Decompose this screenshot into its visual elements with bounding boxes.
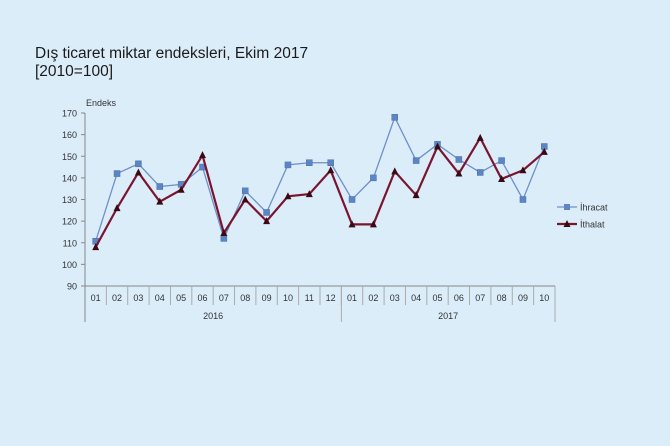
y-tick-label: 110 <box>63 238 77 248</box>
data-point <box>369 220 377 228</box>
data-point <box>348 196 356 203</box>
data-point <box>455 169 463 177</box>
data-point <box>327 159 334 166</box>
data-point <box>370 174 377 182</box>
x-tick-label: 10 <box>283 293 293 303</box>
data-point <box>220 235 228 242</box>
y-tick-label: 170 <box>62 109 77 119</box>
data-point <box>540 147 548 155</box>
data-point <box>391 167 399 175</box>
y-tick-label: 140 <box>62 173 77 183</box>
data-point <box>455 156 463 163</box>
x-tick-label: 09 <box>518 293 528 303</box>
y-tick-label: 160 <box>62 130 77 140</box>
data-point <box>92 243 100 251</box>
group-label: 2017 <box>438 311 458 321</box>
data-point <box>113 170 121 177</box>
title-text: Dış ticaret miktar endeksleri, Ekim 2017 <box>35 45 309 62</box>
y-tick-label: 130 <box>62 195 77 205</box>
data-point <box>498 157 505 164</box>
data-point <box>156 183 164 190</box>
legend-label: İthalat <box>580 220 605 230</box>
data-point <box>434 142 441 150</box>
subtitle-text: [2010=100] <box>35 63 114 80</box>
data-point <box>412 191 420 199</box>
data-point <box>327 166 335 174</box>
x-tick-label: 01 <box>347 293 357 303</box>
data-point <box>220 229 228 237</box>
x-tick-label: 04 <box>155 293 165 303</box>
y-axis-label: Endeks <box>86 98 117 108</box>
y-tick-label: 100 <box>62 260 77 270</box>
data-point <box>391 114 399 121</box>
group-label: 2016 <box>203 311 223 321</box>
x-tick-label: 03 <box>390 293 400 303</box>
data-point <box>284 161 292 169</box>
data-point <box>134 168 142 176</box>
chart-title: Dış ticaret miktar endeksleri, Ekim 2017… <box>35 45 308 81</box>
series-line-0 <box>95 115 545 242</box>
x-tick-label: 05 <box>432 293 442 303</box>
data-point <box>476 133 484 141</box>
data-point <box>113 204 121 212</box>
data-point <box>348 220 356 228</box>
y-tick-label: 150 <box>62 152 77 162</box>
x-tick-label: 04 <box>411 293 421 303</box>
data-point <box>498 174 506 182</box>
x-tick-label: 06 <box>197 293 207 303</box>
data-point <box>476 169 484 176</box>
x-tick-label: 01 <box>91 293 101 303</box>
data-point <box>156 197 164 205</box>
data-point <box>263 209 270 216</box>
legend-marker <box>563 220 571 227</box>
data-point <box>519 166 527 174</box>
data-point <box>305 190 313 198</box>
x-tick-label: 05 <box>176 293 186 303</box>
series-line-1 <box>94 135 546 248</box>
x-tick-label: 11 <box>305 293 314 303</box>
x-tick-label: 06 <box>454 293 464 303</box>
x-tick-label: 03 <box>133 293 143 303</box>
x-tick-label: 09 <box>262 293 272 303</box>
x-tick-label: 07 <box>219 293 229 303</box>
data-point <box>284 192 292 200</box>
data-point <box>519 196 527 203</box>
legend-label: İhracat <box>580 203 608 213</box>
x-tick-label: 07 <box>475 293 485 303</box>
data-point <box>412 157 420 164</box>
data-point <box>199 151 206 159</box>
x-tick-label: 02 <box>112 293 122 303</box>
legend-marker <box>564 204 570 210</box>
data-point <box>135 160 142 168</box>
data-point <box>263 217 271 225</box>
y-tick-label: 120 <box>62 217 77 227</box>
y-tick-label: 90 <box>67 282 77 292</box>
x-tick-label: 02 <box>368 293 378 303</box>
x-tick-label: 08 <box>240 293 250 303</box>
data-point <box>241 195 249 203</box>
x-tick-label: 12 <box>326 293 336 303</box>
x-tick-label: 08 <box>497 293 507 303</box>
data-point <box>177 185 185 193</box>
x-tick-label: 10 <box>539 293 549 303</box>
data-point <box>241 187 249 195</box>
data-point <box>306 159 313 166</box>
